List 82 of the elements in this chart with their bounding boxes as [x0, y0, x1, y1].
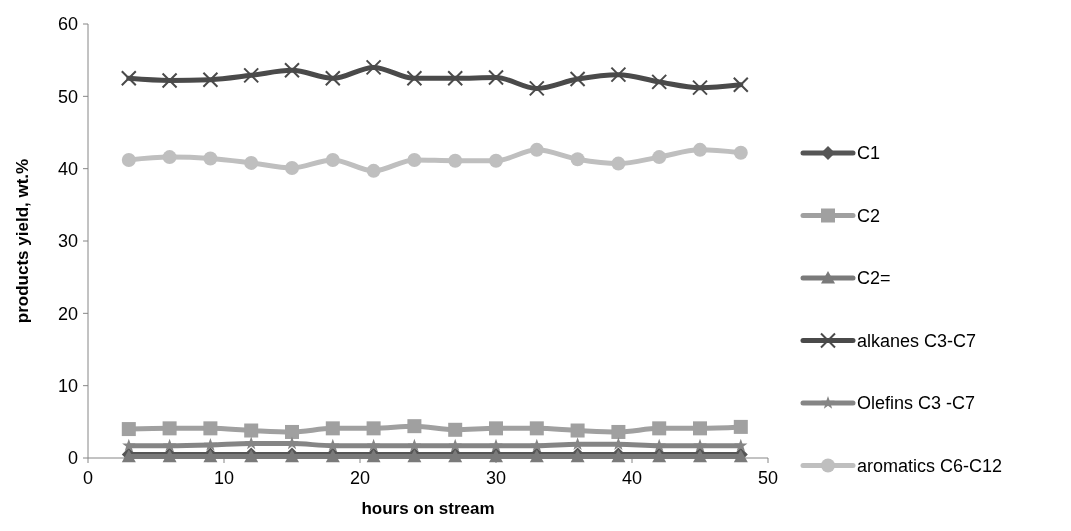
point	[569, 70, 586, 87]
x-tick-label: 0	[82, 468, 94, 488]
point	[203, 151, 218, 166]
point	[610, 66, 627, 83]
legend-label: alkanes C3-C7	[857, 330, 977, 351]
point	[407, 438, 422, 452]
x-tick-label: 10	[213, 468, 235, 488]
x-tick-label: 30	[485, 468, 507, 488]
point	[162, 150, 177, 165]
x-axis-title: hours on stream	[361, 499, 495, 518]
point	[284, 62, 300, 79]
point	[693, 142, 707, 157]
point	[121, 422, 136, 437]
point	[325, 152, 340, 167]
x-tick-label: 50	[757, 468, 779, 488]
y-tick-label: 60	[57, 14, 78, 35]
point	[489, 421, 503, 436]
point	[652, 438, 666, 452]
point	[611, 424, 626, 439]
point	[365, 59, 382, 76]
point	[732, 76, 749, 93]
point	[448, 153, 463, 168]
point	[570, 152, 585, 167]
y-tick-label: 50	[57, 86, 78, 107]
point	[528, 80, 545, 97]
y-tick-label: 40	[57, 158, 78, 179]
point	[244, 423, 259, 438]
point	[325, 421, 340, 436]
point	[733, 419, 748, 434]
point	[488, 69, 504, 86]
point	[285, 424, 299, 439]
point	[243, 67, 260, 84]
x-tick-label: 20	[349, 468, 371, 488]
point	[651, 73, 668, 90]
point	[530, 438, 544, 452]
point	[733, 145, 748, 160]
point	[489, 153, 503, 168]
point	[489, 438, 503, 452]
legend-label: C2=	[857, 268, 891, 289]
point	[324, 70, 341, 87]
y-tick-label: 0	[67, 448, 78, 469]
point	[529, 421, 544, 436]
point	[162, 438, 177, 452]
point	[448, 438, 462, 452]
x-tick-label: 40	[621, 468, 643, 488]
point	[161, 72, 178, 89]
point	[244, 436, 258, 450]
point	[366, 438, 381, 452]
point	[202, 71, 219, 88]
point	[203, 421, 218, 436]
point	[570, 423, 585, 438]
point	[692, 79, 708, 96]
y-axis-title: products yield, wt.%	[13, 158, 32, 324]
point	[326, 438, 340, 452]
point	[611, 156, 626, 171]
point	[448, 422, 463, 437]
point	[447, 70, 464, 87]
point	[693, 421, 707, 436]
legend-label: C2	[857, 205, 881, 226]
point	[406, 70, 423, 87]
point	[734, 438, 748, 452]
point	[285, 160, 299, 175]
point	[652, 150, 667, 165]
point	[366, 163, 381, 178]
y-tick-label: 20	[57, 303, 78, 324]
point	[121, 152, 136, 167]
legend-label: C1	[857, 143, 881, 164]
point	[407, 419, 422, 434]
point	[529, 142, 544, 157]
point	[366, 421, 381, 436]
legend-label: aromatics C6-C12	[857, 455, 1003, 476]
point	[244, 155, 259, 170]
point	[122, 438, 136, 452]
point	[693, 438, 707, 452]
point	[203, 437, 218, 451]
y-tick-label: 30	[57, 231, 78, 252]
point	[120, 70, 137, 87]
point	[407, 152, 422, 167]
y-tick-label: 10	[57, 375, 78, 396]
legend-label: Olefins C3 -C7	[857, 393, 976, 414]
point	[162, 421, 177, 436]
point	[652, 421, 667, 436]
